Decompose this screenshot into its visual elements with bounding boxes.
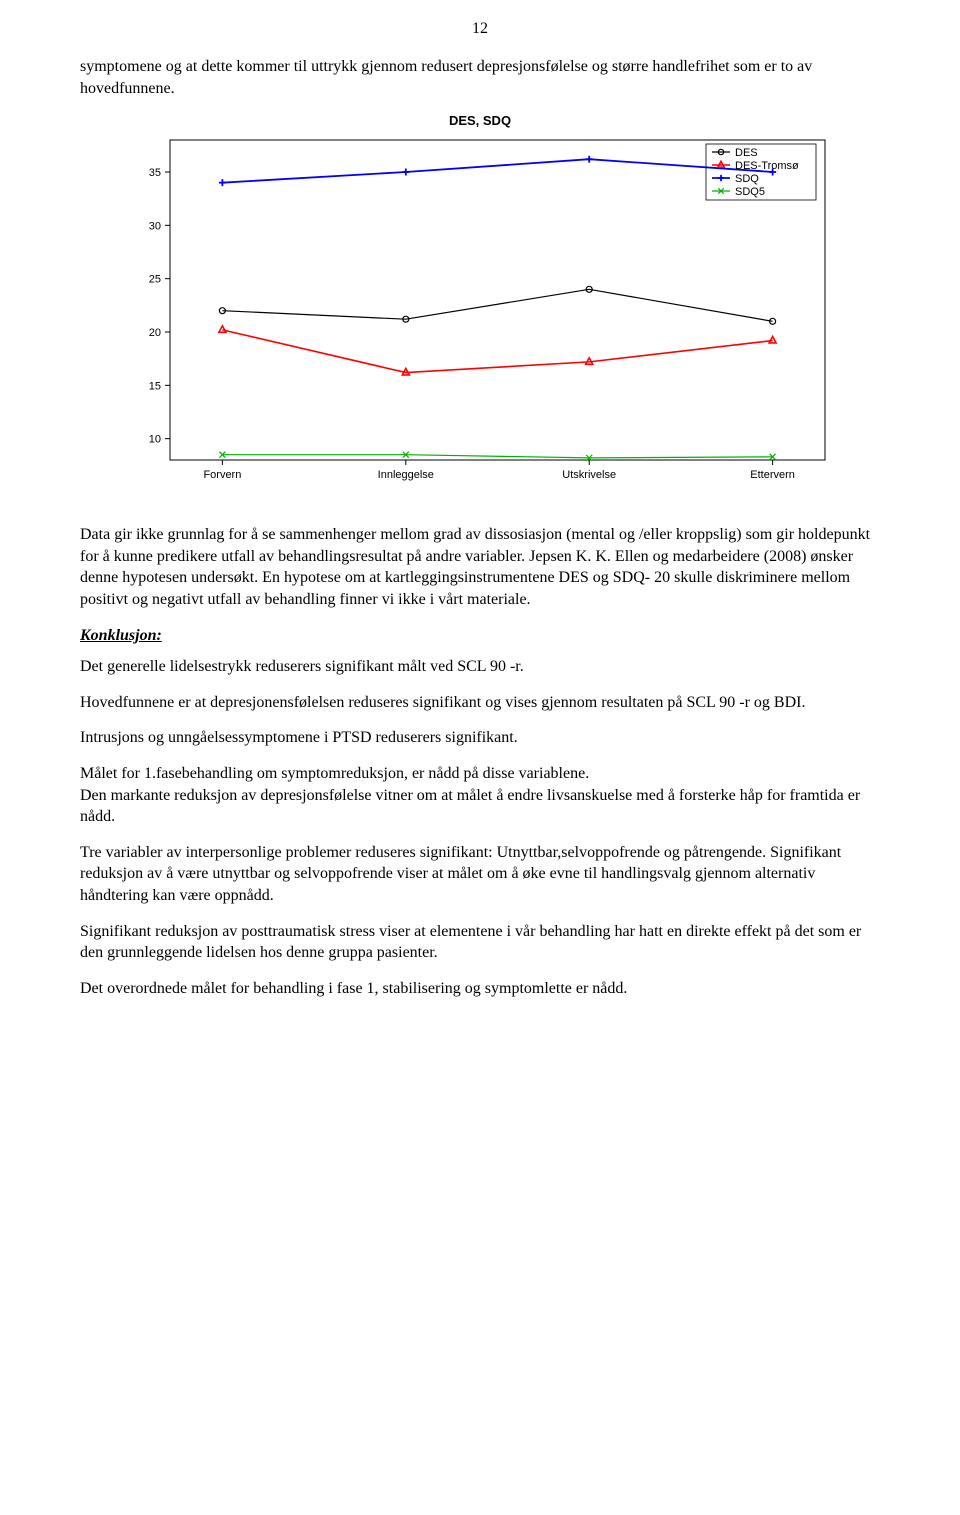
- svg-text:35: 35: [149, 167, 161, 179]
- svg-text:DES-Tromsø: DES-Tromsø: [735, 160, 799, 172]
- des-sdq-chart: DES, SDQ 10 15 20 25 30 35 Forvern Innleggelse U…: [80, 113, 880, 500]
- paragraph-after-chart: Data gir ikke grunnlag for å se sammenhe…: [80, 524, 880, 610]
- konklusjon-p1: Det generelle lidelsestrykk reduserers s…: [80, 656, 880, 678]
- chart-title: DES, SDQ: [80, 113, 880, 128]
- svg-text:20: 20: [149, 327, 161, 339]
- svg-text:15: 15: [149, 381, 161, 393]
- svg-text:Forvern: Forvern: [203, 469, 241, 481]
- konklusjon-p3: Intrusjons og unngåelsessymptomene i PTS…: [80, 727, 880, 749]
- konklusjon-p2: Hovedfunnene er at depresjonensfølelsen …: [80, 692, 880, 714]
- svg-text:SDQ5: SDQ5: [735, 186, 765, 198]
- svg-text:10: 10: [149, 434, 161, 446]
- svg-text:Ettervern: Ettervern: [750, 469, 795, 481]
- page-number: 12: [80, 20, 880, 38]
- svg-text:30: 30: [149, 221, 161, 233]
- konklusjon-p6: Signifikant reduksjon av posttraumatisk …: [80, 921, 880, 964]
- svg-text:DES: DES: [735, 147, 758, 159]
- svg-text:25: 25: [149, 274, 161, 286]
- intro-paragraph: symptomene og at dette kommer til uttryk…: [80, 56, 880, 99]
- konklusjon-p5: Tre variabler av interpersonlige problem…: [80, 842, 880, 907]
- svg-text:SDQ: SDQ: [735, 173, 759, 185]
- svg-text:Innleggelse: Innleggelse: [378, 469, 434, 481]
- konklusjon-p4: Målet for 1.fasebehandling om symptomred…: [80, 763, 880, 828]
- document-page: 12 symptomene og at dette kommer til utt…: [0, 0, 960, 1053]
- chart-svg: 10 15 20 25 30 35 Forvern Innleggelse Utskrivels…: [115, 130, 845, 500]
- svg-text:Utskrivelse: Utskrivelse: [562, 469, 616, 481]
- konklusjon-p7: Det overordnede målet for behandling i f…: [80, 978, 880, 1000]
- konklusjon-heading: Konklusjon:: [80, 625, 880, 647]
